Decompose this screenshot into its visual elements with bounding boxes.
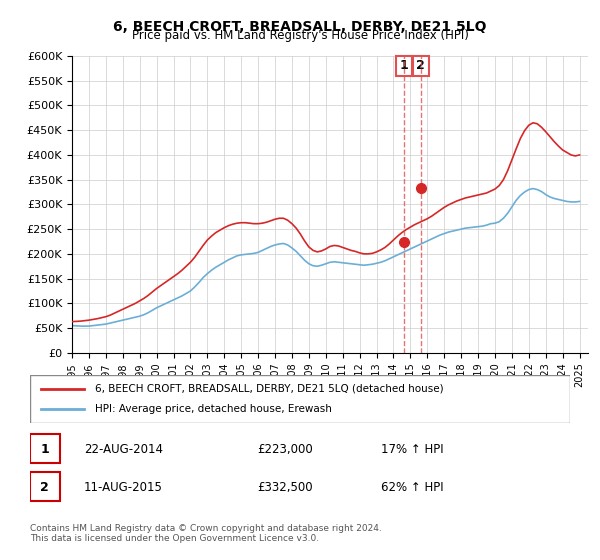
Text: 17% ↑ HPI: 17% ↑ HPI [381, 443, 443, 456]
Text: HPI: Average price, detached house, Erewash: HPI: Average price, detached house, Erew… [95, 404, 332, 414]
Text: 62% ↑ HPI: 62% ↑ HPI [381, 481, 443, 494]
FancyBboxPatch shape [30, 435, 60, 463]
Text: 11-AUG-2015: 11-AUG-2015 [84, 481, 163, 494]
Text: £223,000: £223,000 [257, 443, 313, 456]
Text: 2: 2 [40, 481, 49, 494]
FancyBboxPatch shape [30, 375, 570, 423]
Text: Contains HM Land Registry data © Crown copyright and database right 2024.
This d: Contains HM Land Registry data © Crown c… [30, 524, 382, 543]
Text: 1: 1 [40, 443, 49, 456]
Text: £332,500: £332,500 [257, 481, 313, 494]
Text: 2: 2 [416, 59, 425, 72]
FancyBboxPatch shape [30, 472, 60, 501]
Text: 6, BEECH CROFT, BREADSALL, DERBY, DE21 5LQ (detached house): 6, BEECH CROFT, BREADSALL, DERBY, DE21 5… [95, 384, 443, 394]
Text: 22-AUG-2014: 22-AUG-2014 [84, 443, 163, 456]
Text: 1: 1 [400, 59, 409, 72]
Text: 6, BEECH CROFT, BREADSALL, DERBY, DE21 5LQ: 6, BEECH CROFT, BREADSALL, DERBY, DE21 5… [113, 20, 487, 34]
Text: Price paid vs. HM Land Registry's House Price Index (HPI): Price paid vs. HM Land Registry's House … [131, 29, 469, 42]
